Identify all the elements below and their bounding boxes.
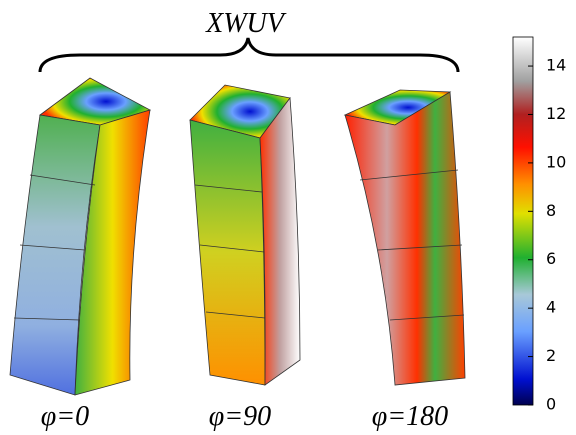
tick-label: 8 bbox=[546, 201, 556, 220]
block-phi-180 bbox=[343, 89, 466, 386]
panel-labels: φ=0 φ=90 φ=180 bbox=[41, 401, 448, 432]
tick-label: 2 bbox=[546, 346, 556, 365]
colorbar bbox=[512, 36, 534, 406]
title: XWUV bbox=[205, 8, 287, 39]
tick-label: 14 bbox=[546, 56, 566, 75]
tick-label: 0 bbox=[546, 395, 556, 414]
brace bbox=[38, 37, 460, 73]
colorbar-ticks: 0 2 4 6 8 10 12 14 bbox=[528, 56, 566, 414]
panel-label: φ=180 bbox=[372, 401, 448, 432]
tick-label: 10 bbox=[546, 152, 566, 171]
tick-label: 6 bbox=[546, 249, 556, 268]
block-phi-90 bbox=[189, 84, 301, 386]
block-phi-0 bbox=[9, 77, 152, 396]
panel-label: φ=0 bbox=[41, 401, 89, 432]
panel-label: φ=90 bbox=[209, 401, 271, 432]
tick-label: 4 bbox=[546, 298, 556, 317]
tick-label: 12 bbox=[546, 104, 566, 123]
